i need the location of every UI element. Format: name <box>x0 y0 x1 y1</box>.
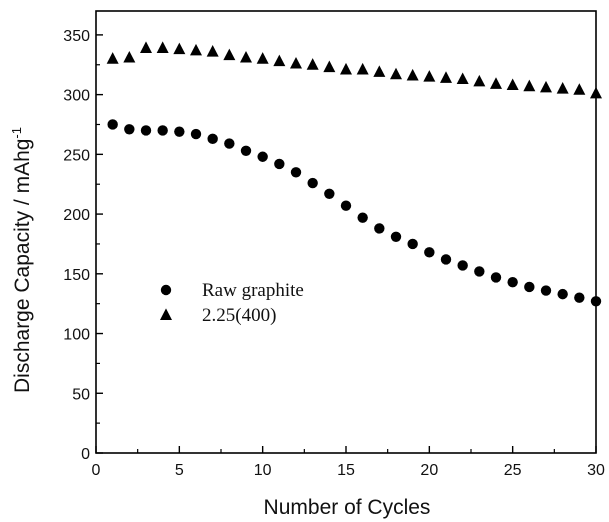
data-point-raw-graphite <box>474 266 485 277</box>
data-point-2-25-400 <box>190 43 202 56</box>
data-point-2-25-400 <box>356 62 369 75</box>
y-tick-label: 50 <box>72 386 90 403</box>
y-axis: 0 50 100 150 200 250 300 350 <box>63 28 103 463</box>
series-circle <box>107 119 602 307</box>
x-axis-title: Number of Cycles <box>264 496 431 519</box>
legend: Raw graphite 2.25(400) <box>160 280 304 326</box>
x-tick-label: 10 <box>254 462 272 479</box>
data-point-2-25-400 <box>590 86 602 99</box>
y-tick-label: 300 <box>63 88 90 105</box>
data-point-2-25-400 <box>256 52 269 64</box>
y-tick-label: 250 <box>63 147 90 164</box>
data-point-2-25-400 <box>540 80 552 93</box>
x-tick-label: 25 <box>504 462 522 479</box>
data-point-raw-graphite <box>374 223 385 234</box>
data-point-raw-graphite <box>274 158 285 170</box>
data-point-2-25-400 <box>140 41 152 53</box>
data-point-raw-graphite <box>557 288 568 300</box>
data-point-raw-graphite <box>340 200 352 211</box>
data-point-2-25-400 <box>323 60 336 73</box>
data-point-raw-graphite <box>407 238 418 250</box>
y-tick-label: 0 <box>81 446 90 463</box>
data-point-2-25-400 <box>173 42 186 55</box>
x-tick-label: 15 <box>337 462 355 479</box>
data-point-2-25-400 <box>290 56 302 69</box>
y-axis-title: Discharge Capacity / mAhg-1 <box>9 127 34 393</box>
x-tick-label: 30 <box>587 462 605 479</box>
data-point-2-25-400 <box>423 70 436 82</box>
y-tick-label: 100 <box>63 327 90 344</box>
data-point-raw-graphite <box>574 292 585 303</box>
data-point-raw-graphite <box>240 145 252 156</box>
y-axis-title-text: Discharge Capacity / mAhg <box>11 139 34 393</box>
y-tick-label: 150 <box>63 267 90 284</box>
data-point-raw-graphite <box>157 125 168 136</box>
legend-marker <box>160 308 172 320</box>
data-point-2-25-400 <box>556 82 569 94</box>
data-point-2-25-400 <box>240 50 252 63</box>
x-tick-label: 20 <box>420 462 438 479</box>
data-marks <box>106 41 602 307</box>
legend-label: Raw graphite <box>202 280 304 301</box>
data-point-raw-graphite <box>390 231 402 242</box>
data-point-raw-graphite <box>507 276 518 288</box>
x-tick-label: 5 <box>175 462 184 479</box>
x-tick-label: 0 <box>92 462 101 479</box>
data-point-raw-graphite <box>424 247 435 258</box>
data-point-raw-graphite <box>490 272 502 283</box>
x-axis: 0 5 10 15 20 25 30 <box>92 446 605 479</box>
data-point-2-25-400 <box>390 67 402 80</box>
data-point-raw-graphite <box>207 133 218 145</box>
data-point-raw-graphite <box>540 285 552 296</box>
data-point-2-25-400 <box>440 71 452 83</box>
legend-label: 2.25(400) <box>202 305 276 326</box>
data-point-raw-graphite <box>224 138 235 149</box>
data-point-2-25-400 <box>223 48 236 61</box>
data-point-2-25-400 <box>456 72 469 85</box>
data-point-raw-graphite <box>590 296 602 307</box>
data-point-2-25-400 <box>523 79 536 92</box>
plot-area <box>95 10 597 454</box>
plot-frame <box>95 10 597 454</box>
data-point-raw-graphite <box>307 177 318 189</box>
y-tick-label: 200 <box>63 207 90 224</box>
data-point-raw-graphite <box>174 126 185 137</box>
data-point-2-25-400 <box>506 78 519 91</box>
data-point-2-25-400 <box>206 45 219 57</box>
data-point-2-25-400 <box>473 74 486 87</box>
data-point-2-25-400 <box>340 62 352 75</box>
data-point-raw-graphite <box>107 119 118 130</box>
data-point-2-25-400 <box>123 50 136 63</box>
data-point-raw-graphite <box>457 260 468 271</box>
data-point-raw-graphite <box>257 151 268 162</box>
data-point-raw-graphite <box>357 212 368 223</box>
y-axis-title-superscript: -1 <box>9 127 24 139</box>
data-point-raw-graphite <box>324 188 335 199</box>
data-point-2-25-400 <box>490 77 502 89</box>
data-point-2-25-400 <box>106 52 119 64</box>
data-point-raw-graphite <box>190 128 202 140</box>
legend-marker <box>160 284 172 296</box>
y-tick-label: 350 <box>63 28 90 45</box>
data-point-2-25-400 <box>306 58 319 70</box>
data-point-raw-graphite <box>124 124 135 135</box>
data-point-2-25-400 <box>406 68 419 81</box>
data-point-raw-graphite <box>290 167 302 178</box>
data-point-raw-graphite <box>524 281 535 293</box>
data-point-raw-graphite <box>140 125 152 136</box>
data-point-2-25-400 <box>156 41 169 53</box>
data-point-2-25-400 <box>373 65 386 77</box>
data-point-raw-graphite <box>440 254 452 265</box>
series-triangle <box>106 41 602 99</box>
data-point-2-25-400 <box>273 54 286 67</box>
data-point-2-25-400 <box>573 83 586 95</box>
